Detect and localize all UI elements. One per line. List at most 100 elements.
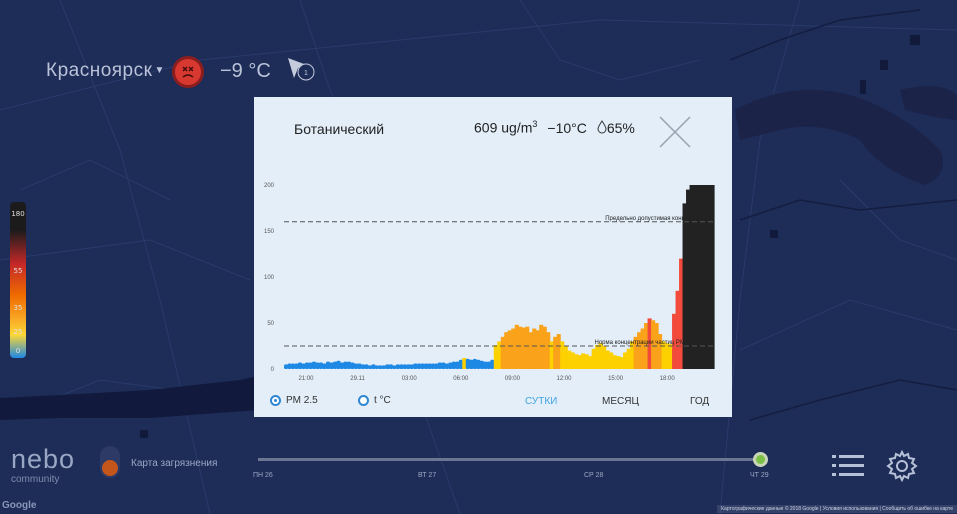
chart-bar bbox=[651, 320, 656, 369]
chart-bar bbox=[588, 356, 593, 369]
chart-bar bbox=[584, 354, 589, 369]
chart-bar bbox=[325, 361, 331, 369]
pollution-scale: 180 55 35 25 0 bbox=[10, 202, 26, 358]
period-year-button[interactable]: ГОД bbox=[690, 396, 710, 407]
chart-bar bbox=[381, 365, 386, 369]
chart-bar bbox=[374, 365, 379, 369]
radio-pm25[interactable]: PM 2.5 bbox=[270, 395, 318, 406]
pollution-map-toggle[interactable] bbox=[100, 446, 120, 478]
chart-bar bbox=[623, 352, 628, 369]
chart-bar bbox=[322, 363, 327, 369]
chart-bar bbox=[577, 355, 582, 369]
close-icon[interactable] bbox=[658, 115, 692, 149]
chart-bar bbox=[399, 364, 404, 369]
x-tick-label: 15:00 bbox=[608, 376, 624, 382]
timeline-track[interactable] bbox=[258, 458, 760, 461]
sad-face-icon bbox=[182, 66, 194, 78]
chart-bar bbox=[640, 328, 645, 369]
chart-bar bbox=[707, 185, 712, 369]
chart-bar bbox=[486, 361, 491, 369]
pollution-map-label: Карта загрязнения bbox=[131, 458, 218, 469]
chart-bar bbox=[304, 362, 310, 369]
radio-button[interactable] bbox=[270, 395, 281, 406]
chart-bar bbox=[364, 364, 369, 369]
timeline-handle[interactable] bbox=[753, 452, 768, 467]
chart-bar bbox=[703, 185, 708, 369]
chart-bar bbox=[367, 365, 372, 369]
chart-bar bbox=[409, 364, 414, 369]
chart-bar bbox=[318, 362, 324, 369]
chart-bar bbox=[360, 364, 366, 369]
air-quality-badge[interactable] bbox=[172, 56, 204, 88]
city-name: Красноярск bbox=[46, 60, 153, 81]
scale-label: 25 bbox=[13, 328, 23, 336]
chart-bar bbox=[598, 343, 603, 369]
chart-bar bbox=[451, 361, 456, 369]
y-tick-label: 0 bbox=[271, 367, 275, 373]
scale-label: 0 bbox=[15, 347, 21, 355]
timeline-day[interactable]: ВТ 27 bbox=[418, 472, 437, 479]
chart-bar bbox=[448, 362, 453, 369]
chart-bar bbox=[535, 330, 540, 369]
chart-bar bbox=[465, 358, 470, 369]
chart-bar bbox=[339, 362, 345, 369]
chart-bar bbox=[378, 365, 383, 369]
chart-bar bbox=[546, 332, 551, 369]
chart-bar bbox=[437, 362, 442, 369]
chart-bar bbox=[444, 363, 449, 369]
chart-bar bbox=[413, 363, 418, 369]
chart-bar bbox=[619, 357, 624, 369]
chart-bar bbox=[696, 185, 701, 369]
chart-bar bbox=[511, 328, 516, 369]
station-metrics: 609 ug/m3 −10°C 65% bbox=[474, 119, 635, 136]
chart-bar bbox=[332, 361, 338, 369]
chart-bar bbox=[402, 364, 407, 369]
reference-line-label: Предельно допустимая концентрация bbox=[605, 216, 711, 222]
chart-bar bbox=[626, 348, 631, 369]
chart-bar bbox=[560, 341, 565, 369]
chart-bar bbox=[476, 359, 481, 369]
chart-bar bbox=[612, 355, 617, 369]
radio-temperature[interactable]: t °C bbox=[358, 395, 391, 406]
chart-bar bbox=[668, 344, 673, 369]
timeline-day[interactable]: ПН 26 bbox=[253, 472, 273, 479]
map-attribution[interactable]: Картографические данные © 2018 Google | … bbox=[717, 505, 957, 513]
chart-bar bbox=[388, 364, 393, 369]
period-month-button[interactable]: МЕСЯЦ bbox=[602, 396, 639, 407]
radio-button[interactable] bbox=[358, 395, 369, 406]
chart-bar bbox=[693, 185, 698, 369]
chart-bar bbox=[658, 334, 663, 369]
list-icon[interactable] bbox=[832, 452, 864, 480]
chart-bar bbox=[563, 346, 568, 369]
x-tick-label: 06:00 bbox=[453, 376, 469, 382]
chart-bar bbox=[633, 336, 638, 369]
y-tick-label: 200 bbox=[264, 183, 275, 189]
chart-bar bbox=[518, 326, 523, 369]
chart-bar bbox=[455, 361, 460, 369]
x-tick-label: 21:00 bbox=[298, 376, 314, 382]
timeline-day[interactable]: ЧТ 29 bbox=[750, 472, 769, 479]
toggle-knob[interactable] bbox=[102, 460, 118, 476]
chart-bar bbox=[385, 364, 390, 369]
chart-bar bbox=[570, 352, 575, 369]
chart-bar bbox=[416, 363, 421, 369]
nebo-logo[interactable]: nebo bbox=[11, 444, 76, 474]
chart-bar bbox=[700, 185, 705, 369]
chart-bar bbox=[297, 362, 303, 369]
droplet-icon bbox=[597, 119, 607, 134]
chart-bar bbox=[371, 364, 376, 369]
city-selector[interactable]: Красноярск ▼ bbox=[46, 60, 165, 82]
gear-icon[interactable] bbox=[886, 450, 918, 482]
station-popup: Ботанический 609 ug/m3 −10°C 65% 0 50 100 1… bbox=[254, 97, 732, 417]
x-tick-label: 12:00 bbox=[556, 376, 572, 382]
timeline-day[interactable]: СР 28 bbox=[584, 472, 604, 479]
pm-reading: 609 ug/m3 bbox=[474, 119, 537, 136]
chart-bar bbox=[350, 362, 355, 369]
chart-bar bbox=[553, 336, 558, 369]
humidity-reading: 65% bbox=[597, 120, 635, 136]
chart-bar bbox=[661, 341, 666, 369]
scale-label: 35 bbox=[13, 304, 23, 312]
chart-bar bbox=[542, 326, 547, 369]
period-day-button[interactable]: СУТКИ bbox=[525, 396, 558, 407]
chart-bar bbox=[602, 346, 607, 369]
